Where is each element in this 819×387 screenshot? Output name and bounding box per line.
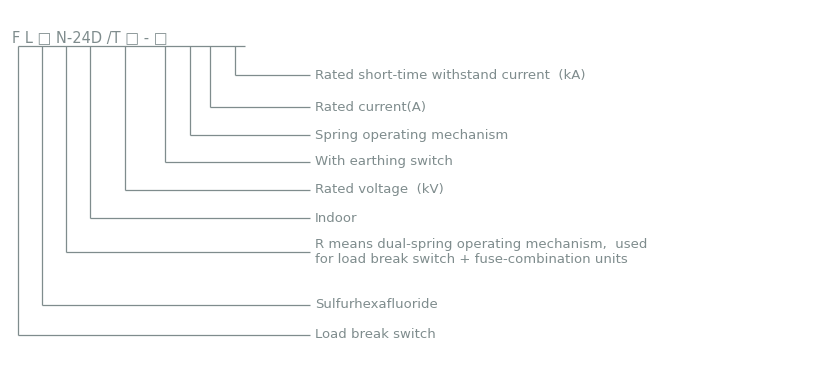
Text: Indoor: Indoor — [314, 212, 357, 224]
Text: R means dual-spring operating mechanism,  used
for load break switch + fuse-comb: R means dual-spring operating mechanism,… — [314, 238, 646, 266]
Text: With earthing switch: With earthing switch — [314, 156, 452, 168]
Text: Rated short-time withstand current  (kA): Rated short-time withstand current (kA) — [314, 68, 585, 82]
Text: Rated voltage  (kV): Rated voltage (kV) — [314, 183, 443, 197]
Text: Load break switch: Load break switch — [314, 329, 435, 341]
Text: F L □ N-24D /T □ - □: F L □ N-24D /T □ - □ — [12, 30, 167, 45]
Text: Rated current(A): Rated current(A) — [314, 101, 426, 113]
Text: Spring operating mechanism: Spring operating mechanism — [314, 128, 508, 142]
Text: Sulfurhexafluoride: Sulfurhexafluoride — [314, 298, 437, 312]
